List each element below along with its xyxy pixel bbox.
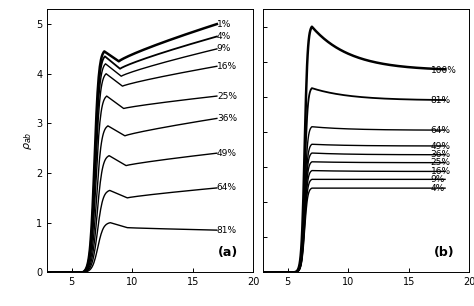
Text: 49%: 49%	[217, 149, 237, 158]
Text: 49%: 49%	[430, 141, 450, 151]
Text: 1%: 1%	[217, 20, 231, 28]
Text: 100%: 100%	[430, 66, 456, 75]
Text: 25%: 25%	[217, 91, 237, 101]
Text: 64%: 64%	[430, 126, 450, 135]
Y-axis label: $\rho_{ab}$: $\rho_{ab}$	[21, 132, 34, 150]
Text: 9%: 9%	[430, 175, 445, 184]
Text: (b): (b)	[434, 246, 455, 259]
Text: 4%: 4%	[430, 184, 445, 193]
Text: (a): (a)	[219, 246, 238, 259]
Text: 81%: 81%	[217, 226, 237, 235]
Text: 64%: 64%	[217, 183, 237, 192]
Text: 25%: 25%	[430, 158, 450, 167]
Text: 81%: 81%	[430, 96, 451, 105]
Text: 4%: 4%	[217, 32, 231, 41]
Text: 36%: 36%	[217, 114, 237, 123]
Text: 9%: 9%	[217, 44, 231, 54]
Text: 16%: 16%	[217, 62, 237, 71]
Text: 16%: 16%	[430, 167, 451, 176]
Text: 36%: 36%	[430, 150, 451, 159]
